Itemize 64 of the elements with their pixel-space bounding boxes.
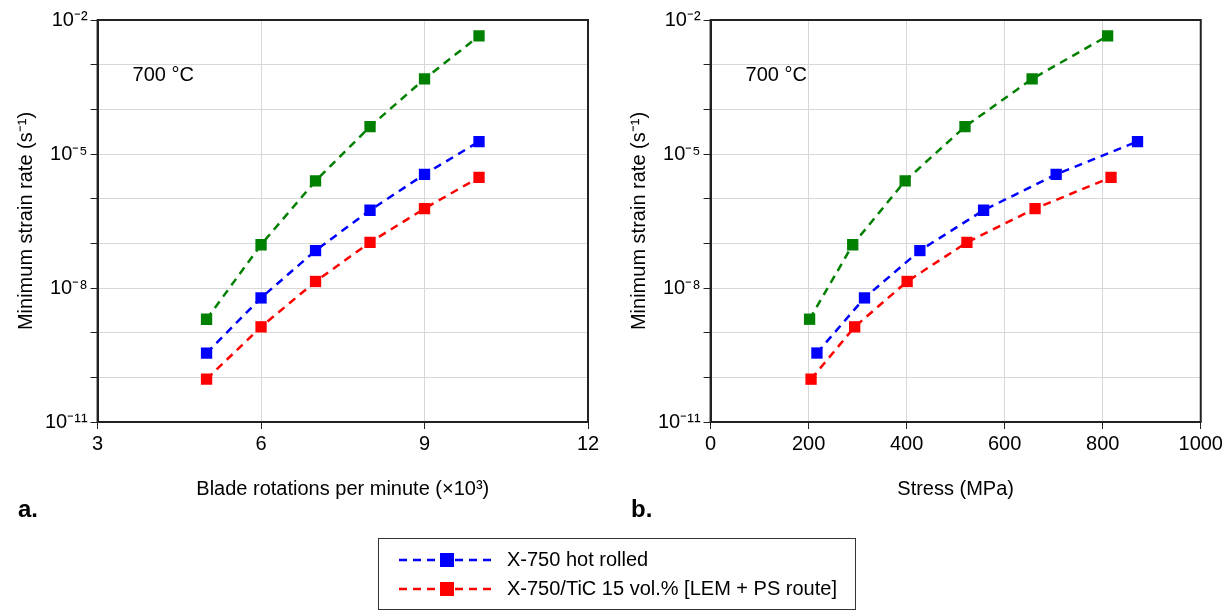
point — [1029, 202, 1041, 215]
point — [364, 204, 376, 216]
point — [805, 373, 817, 385]
point — [847, 239, 859, 251]
point — [899, 175, 911, 187]
x-tick-label: 400 — [889, 431, 924, 454]
x-tick-label: 0 — [705, 431, 717, 454]
point — [200, 313, 213, 325]
point — [1050, 168, 1062, 181]
y-axis-title: Minimum strain rate (s⁻¹) — [626, 111, 649, 331]
annotation: 700 °C — [745, 62, 807, 85]
point — [200, 373, 213, 385]
point — [1105, 171, 1117, 184]
x-tick-label: 600 — [987, 431, 1022, 454]
point — [803, 313, 816, 325]
point — [418, 73, 431, 85]
y-tick-label: 10⁻⁸ — [49, 275, 88, 298]
point — [364, 120, 376, 133]
x-tick-label: 200 — [791, 431, 826, 454]
y-tick-label: 10⁻⁸ — [662, 275, 701, 298]
y-tick-label: 10⁻⁵ — [50, 141, 88, 164]
y-tick-label: 10⁻² — [51, 7, 88, 30]
point — [418, 202, 431, 215]
point — [255, 321, 267, 333]
point — [858, 292, 871, 304]
annotation: 700 °C — [132, 62, 194, 85]
point — [309, 244, 322, 257]
point — [914, 244, 926, 257]
point — [473, 171, 485, 184]
y-tick-label: 10⁻⁵ — [663, 141, 701, 164]
x-axis-title: Blade rotations per minute (×10³) — [196, 476, 490, 499]
x-tick-label: 3 — [92, 431, 104, 454]
legend-label: X-750 hot rolled — [507, 548, 649, 571]
y-tick-label: 10⁻¹¹ — [657, 409, 701, 432]
point — [309, 275, 322, 288]
point — [1131, 135, 1144, 148]
point — [473, 30, 485, 42]
x-tick-label: 6 — [255, 431, 267, 454]
point — [901, 275, 913, 288]
x-axis-title: Stress (MPa) — [897, 476, 1014, 499]
point — [961, 236, 973, 249]
point — [1026, 73, 1038, 85]
point — [977, 204, 990, 216]
point — [849, 321, 861, 333]
point — [418, 168, 431, 181]
text: b. — [631, 495, 653, 523]
x-tick-label: 12 — [576, 431, 600, 454]
point — [473, 135, 485, 148]
y-axis-title: Minimum strain rate (s⁻¹) — [13, 111, 36, 331]
y-tick-label: 10⁻² — [664, 7, 701, 30]
x-tick-label: 9 — [418, 431, 431, 454]
x-tick-label: 800 — [1086, 431, 1120, 454]
y-tick-label: 10⁻¹¹ — [44, 409, 88, 432]
point — [811, 347, 823, 359]
point — [364, 236, 376, 249]
point — [959, 120, 971, 133]
point — [309, 175, 322, 187]
point — [1101, 30, 1114, 42]
text: a. — [18, 495, 39, 523]
point — [255, 239, 267, 251]
x-tick-label: 1000 — [1178, 431, 1223, 454]
legend-label: X-750/TiC 15 vol.% [LEM + PS route] — [507, 577, 837, 600]
point — [200, 347, 213, 359]
point — [255, 292, 267, 304]
